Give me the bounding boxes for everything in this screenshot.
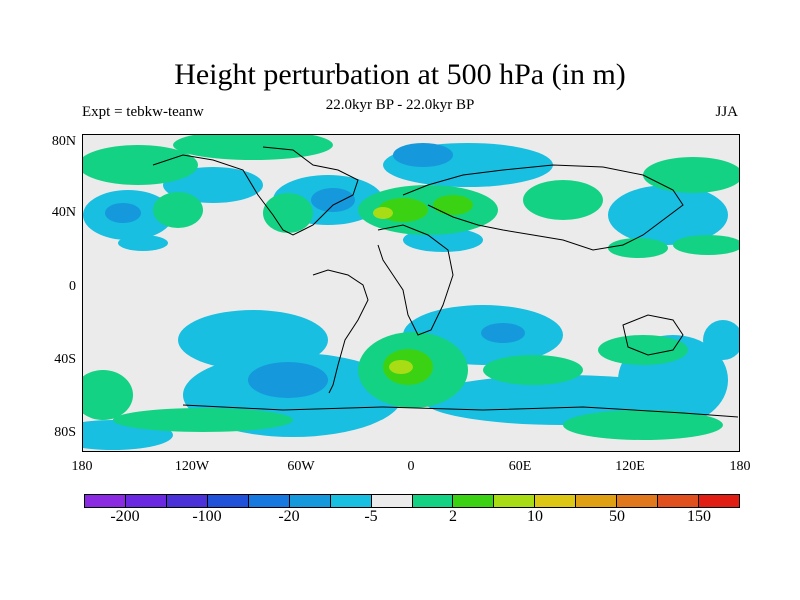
lon-label-120w: 120W bbox=[174, 459, 210, 474]
map-panel bbox=[82, 134, 740, 452]
colorbar-label: -100 bbox=[192, 508, 222, 525]
colorbar-label: -5 bbox=[364, 508, 378, 525]
colorbar-swatch bbox=[371, 495, 413, 507]
coastlines bbox=[152, 146, 739, 418]
colorbar-swatch bbox=[494, 495, 536, 507]
lon-label-60e: 60E bbox=[508, 459, 532, 474]
lon-label-180e: 180 bbox=[729, 459, 751, 474]
colorbar-label: -200 bbox=[110, 508, 140, 525]
colorbar-label: 50 bbox=[609, 508, 625, 525]
colorbar bbox=[84, 494, 740, 508]
lon-label-60w: 60W bbox=[287, 459, 315, 474]
lon-label-0: 0 bbox=[407, 459, 415, 474]
colorbar-swatch bbox=[412, 495, 454, 507]
experiment-label: Expt = tebkw-teanw bbox=[82, 104, 204, 120]
lon-label-120e: 120E bbox=[615, 459, 645, 474]
colorbar-swatch bbox=[658, 495, 700, 507]
colorbar-swatch bbox=[535, 495, 577, 507]
colorbar-swatch bbox=[617, 495, 659, 507]
lat-label-0: 0 bbox=[69, 279, 76, 294]
colorbar-swatch bbox=[207, 495, 249, 507]
colorbar-label: 150 bbox=[687, 508, 711, 525]
strong-negative-cores bbox=[105, 143, 525, 398]
season-label: JJA bbox=[715, 104, 738, 120]
lat-label-40s: 40S bbox=[54, 352, 76, 367]
contour-map bbox=[83, 135, 739, 450]
lon-label-180w: 180 bbox=[71, 459, 93, 474]
lat-label-80s: 80S bbox=[54, 425, 76, 440]
colorbar-label: 2 bbox=[449, 508, 457, 525]
colorbar-swatch bbox=[453, 495, 495, 507]
colorbar-label: -20 bbox=[278, 508, 300, 525]
colorbar-swatch bbox=[330, 495, 372, 507]
strong-positive-cores bbox=[373, 207, 413, 374]
colorbar-swatch bbox=[248, 495, 290, 507]
colorbar-swatch bbox=[125, 495, 167, 507]
colorbar-label: 10 bbox=[527, 508, 543, 525]
colorbar-swatch bbox=[576, 495, 618, 507]
plot-title: Height perturbation at 500 hPa (in m) bbox=[174, 58, 626, 91]
colorbar-swatch bbox=[289, 495, 331, 507]
plot-subtitle: 22.0kyr BP - 22.0kyr BP bbox=[325, 97, 475, 113]
colorbar-swatch bbox=[699, 495, 739, 507]
lat-label-80n: 80N bbox=[51, 134, 76, 149]
lat-label-40n: 40N bbox=[51, 205, 76, 220]
colorbar-swatch bbox=[166, 495, 208, 507]
colorbar-swatch bbox=[85, 495, 126, 507]
